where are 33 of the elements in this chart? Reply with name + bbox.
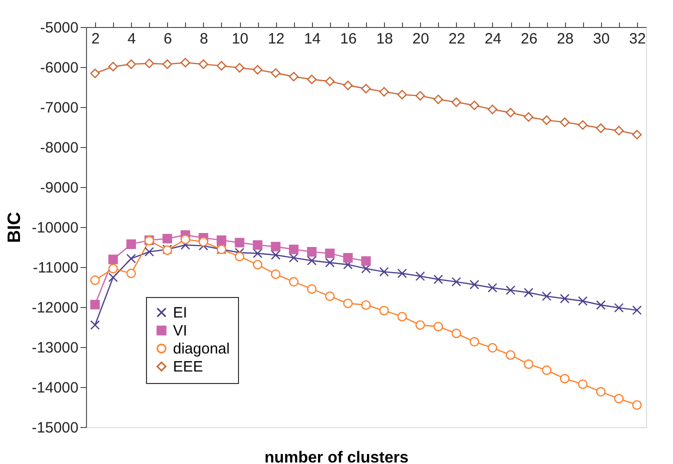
- legend-label: EI: [173, 304, 188, 322]
- x-tick-label: 4: [127, 30, 136, 48]
- legend-label: diagonal: [173, 340, 230, 358]
- x-tick-label: 6: [164, 30, 172, 48]
- x-tick-label: 8: [200, 30, 208, 48]
- y-tick-label: -14000: [32, 380, 78, 396]
- x-tick-label: 2: [91, 30, 100, 48]
- x-tick-label: 10: [232, 30, 248, 48]
- y-tick-label: -12000: [32, 300, 78, 316]
- x-tick-label: 20: [412, 30, 430, 48]
- x-tick-label: 12: [268, 30, 285, 48]
- x-tick-label: 14: [304, 30, 321, 48]
- y-tick-label: -8000: [40, 140, 78, 156]
- x-tick-label: 18: [376, 30, 393, 48]
- x-axis-title: number of clusters: [264, 450, 409, 464]
- y-axis-title: BIC: [4, 212, 24, 243]
- y-tick-label: -7000: [40, 100, 78, 116]
- x-tick-label: 24: [484, 30, 502, 48]
- y-tick-label: -15000: [32, 420, 78, 436]
- y-tick-label: -13000: [32, 340, 78, 356]
- y-tick-label: -5000: [40, 20, 78, 36]
- x-tick-label: 16: [340, 30, 357, 48]
- legend-label: EEE: [173, 358, 204, 376]
- x-tick-label: 32: [629, 30, 646, 48]
- legend-label: VI: [173, 322, 188, 340]
- y-tick-label: -10000: [32, 220, 78, 236]
- y-tick-label: -6000: [40, 60, 78, 76]
- y-tick-label: -9000: [40, 180, 78, 196]
- x-tick-label: 26: [520, 30, 538, 48]
- x-tick-label: 28: [556, 30, 574, 48]
- x-tick-label: 30: [592, 30, 610, 48]
- y-tick-label: -11000: [32, 260, 78, 276]
- x-tick-label: 22: [448, 30, 466, 48]
